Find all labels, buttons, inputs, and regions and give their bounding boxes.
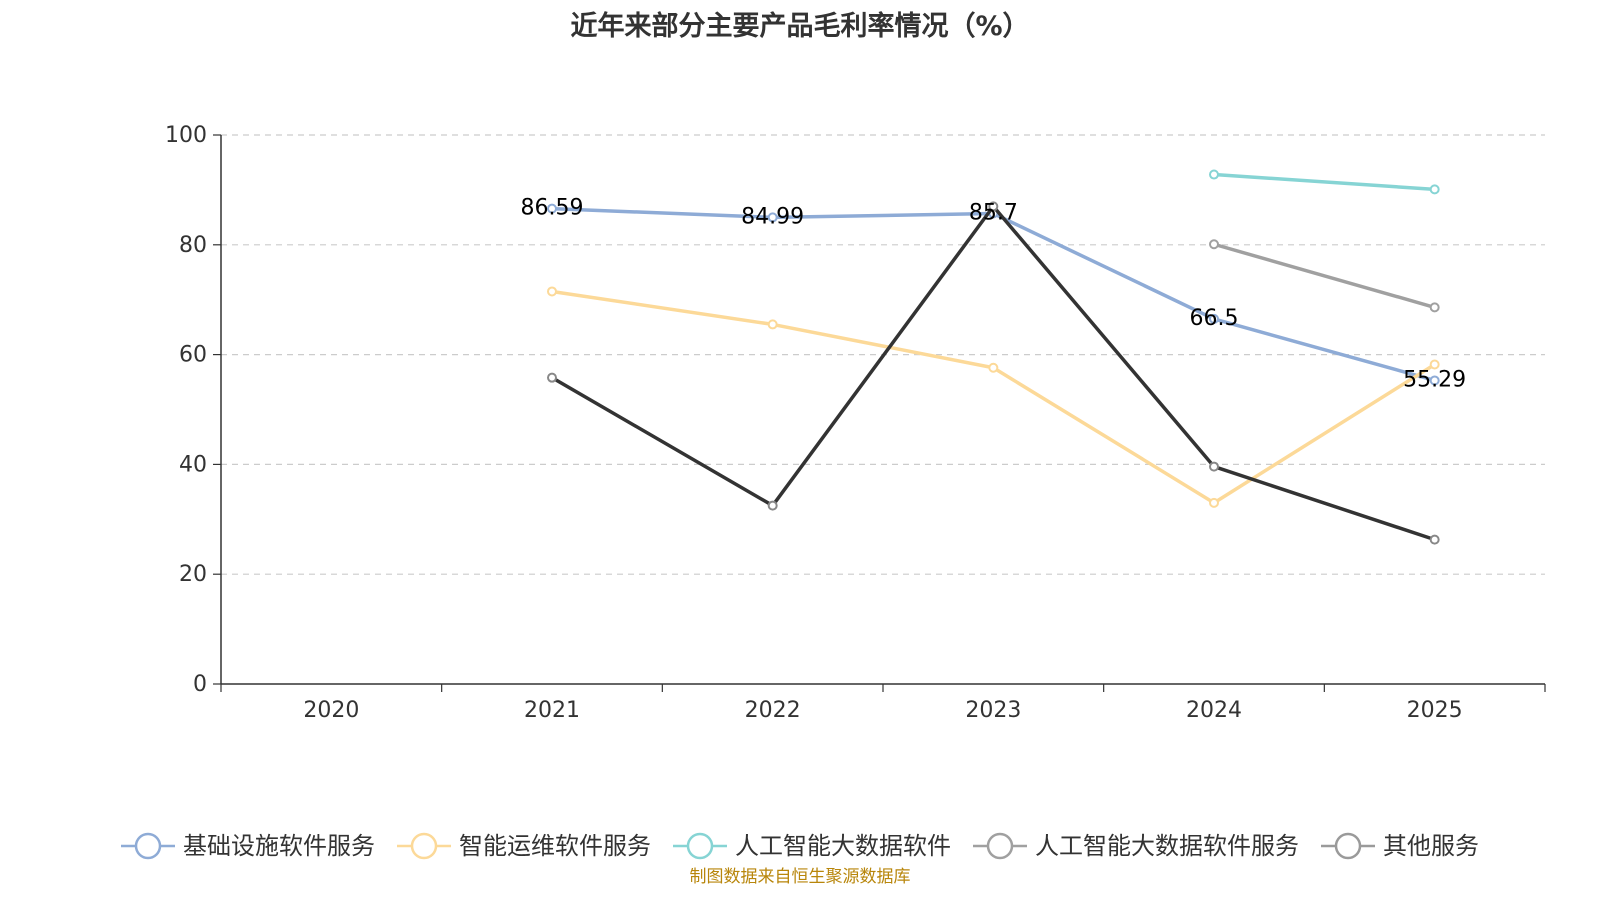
legend-item-2[interactable]: 人工智能大数据软件	[673, 832, 951, 860]
data-label-layer: 86.59 84.99 85.7 66.5 55.29	[521, 196, 1467, 393]
data-point	[1209, 313, 1219, 324]
data-point	[1209, 239, 1219, 250]
y-tick-label: 100	[165, 123, 207, 148]
series-line-4	[551, 204, 1436, 542]
x-tick-label: 2023	[965, 698, 1021, 723]
y-tick-label: 0	[193, 672, 207, 697]
y-tick-label: 20	[179, 562, 207, 587]
legend-marker-icon	[986, 832, 1014, 860]
legend: 基础设施软件服务 智能运维软件服务 人工智能大数据软件 人工智能大数据软件服务 其他服务	[121, 832, 1479, 860]
x-tick-label: 2021	[524, 698, 580, 723]
data-point	[767, 500, 778, 511]
series-layer	[547, 169, 1440, 545]
legend-item-0[interactable]: 基础设施软件服务	[121, 832, 375, 860]
data-point	[547, 286, 557, 297]
data-label: 66.5	[1190, 306, 1239, 331]
data-label: 84.99	[741, 204, 804, 229]
legend-label: 智能运维软件服务	[459, 832, 651, 860]
legend-label: 基础设施软件服务	[183, 832, 375, 860]
y-tick-label: 40	[179, 452, 207, 477]
axis-layer: 0 20 40 60 80 100 2020 2021 2022 2023 2024 2025	[165, 123, 1546, 723]
data-point	[1429, 359, 1440, 370]
series-2	[1209, 169, 1440, 195]
data-label: 86.59	[521, 196, 584, 221]
data-point	[1429, 375, 1440, 386]
legend-marker-icon	[134, 832, 162, 860]
series-1	[547, 286, 1440, 508]
data-point	[547, 372, 557, 383]
legend-marker-icon	[686, 832, 714, 860]
legend-label: 人工智能大数据软件	[735, 832, 951, 860]
data-source-note: 制图数据来自恒生聚源数据库	[689, 867, 911, 887]
data-point	[1209, 497, 1219, 508]
legend-marker-icon	[410, 832, 438, 860]
data-point	[1429, 184, 1440, 195]
y-tick-label: 60	[179, 343, 207, 368]
data-label: 55.29	[1403, 367, 1466, 392]
series-0	[547, 203, 1440, 386]
data-point	[547, 203, 557, 214]
series-line-1	[551, 289, 1436, 505]
series-line-3	[1213, 242, 1436, 310]
data-point	[1429, 302, 1440, 313]
series-3	[1209, 239, 1440, 313]
legend-label: 其他服务	[1383, 832, 1479, 860]
data-point	[988, 201, 999, 212]
series-4	[547, 201, 1440, 545]
legend-label: 人工智能大数据软件服务	[1035, 832, 1299, 860]
x-tick-label: 2022	[745, 698, 801, 723]
data-label: 85.7	[969, 201, 1018, 226]
legend-marker-icon	[1334, 832, 1362, 860]
x-tick-label: 2024	[1186, 698, 1242, 723]
legend-item-1[interactable]: 智能运维软件服务	[397, 832, 651, 860]
data-point	[988, 362, 999, 373]
y-tick-label: 80	[179, 233, 207, 258]
data-point	[1429, 534, 1440, 545]
data-point	[767, 212, 778, 223]
legend-item-3[interactable]: 人工智能大数据软件服务	[973, 832, 1299, 860]
data-point	[767, 319, 778, 330]
x-tick-label: 2025	[1407, 698, 1463, 723]
series-line-2	[1213, 172, 1435, 192]
data-point	[1209, 461, 1219, 472]
chart-title: 近年来部分主要产品毛利率情况（%）	[570, 11, 1030, 42]
legend-item-4[interactable]: 其他服务	[1321, 832, 1479, 860]
x-tick-label: 2020	[303, 698, 359, 723]
data-point	[1209, 169, 1219, 180]
